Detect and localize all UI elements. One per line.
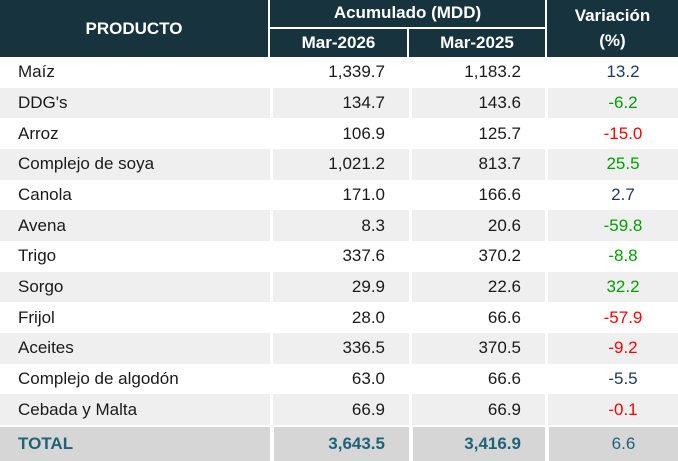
header-mar-2025: Mar-2025 [440,32,514,52]
product-name: Cebada y Malta [18,399,138,419]
header-producto: PRODUCTO [0,0,270,57]
mar-2026-value: 66.9 [270,394,409,425]
mar-2025-value: 166.6 [409,179,545,211]
variacion-value: -8.8 [545,240,678,272]
table-row: Trigo 337.6 370.2 -8.8 [0,240,678,272]
table-header: PRODUCTO Acumulado (MDD) Mar-2026 Mar-20… [0,0,678,57]
mar-2025-value: 66.9 [409,394,545,425]
mar-2025-value: 22.6 [409,271,545,303]
product-name: Aceites [18,338,74,358]
product-name: Complejo de soya [18,154,155,174]
variacion-value: 13.2 [545,57,678,88]
product-name: Maíz [18,62,55,82]
mar-2025-value: 813.7 [409,148,545,180]
product-name: Sorgo [18,276,64,296]
mar-2026-value: 8.3 [270,210,409,241]
variacion-value: -5.5 [545,363,678,395]
table-row: Frijol 28.0 66.6 -57.9 [0,302,678,333]
mar-2025-value: 143.6 [409,87,545,119]
product-name: Arroz [18,123,59,143]
variacion-value: -57.9 [545,302,678,333]
header-variacion-line1: Variación [574,5,651,25]
mar-2026-value: 134.7 [270,87,409,119]
variacion-value: -9.2 [545,332,678,364]
table-body: Maíz 1,339.7 1,183.2 13.2 DDG's 134.7 14… [0,57,678,425]
mar-2026-value: 337.6 [270,240,409,272]
table-row: Complejo de soya 1,021.2 813.7 25.5 [0,148,678,180]
variacion-value: -0.1 [545,394,678,425]
product-name: Canola [18,184,72,204]
table-row: Maíz 1,339.7 1,183.2 13.2 [0,57,678,88]
mar-2026-value: 1,021.2 [270,148,409,180]
total-row: TOTAL 3,643.5 3,416.9 6.6 [0,425,678,461]
mar-2025-value: 66.6 [409,302,545,333]
header-variacion: Variación (%) [545,0,678,57]
table-row: Aceites 336.5 370.5 -9.2 [0,332,678,364]
header-mar-2026: Mar-2026 [270,28,409,57]
product-name: Complejo de algodón [18,368,179,388]
variacion-value: 32.2 [545,271,678,303]
mar-2025-value: 1,183.2 [409,57,545,88]
mar-2025-value: 20.6 [409,210,545,241]
table-row: DDG's 134.7 143.6 -6.2 [0,87,678,119]
variacion-value: 2.7 [545,179,678,211]
mar-2025-value: 370.2 [409,240,545,272]
variacion-value: 25.5 [545,148,678,180]
table-row: Sorgo 29.9 22.6 32.2 [0,271,678,303]
total-label: TOTAL [18,434,74,453]
product-name: Trigo [18,246,57,266]
variacion-value: -6.2 [545,87,678,119]
mar-2025-value: 370.5 [409,332,545,364]
total-mar-2025-value: 3,416.9 [409,427,545,461]
mar-2026-value: 336.5 [270,332,409,364]
mar-2026-value: 1,339.7 [270,57,409,88]
mar-2026-value: 28.0 [270,302,409,333]
product-name: DDG's [18,92,68,112]
table-row: Complejo de algodón 63.0 66.6 -5.5 [0,363,678,395]
table-row: Cebada y Malta 66.9 66.9 -0.1 [0,394,678,425]
product-name: Frijol [18,307,55,327]
variacion-value: -59.8 [545,210,678,241]
mar-2026-value: 29.9 [270,271,409,303]
table-row: Arroz 106.9 125.7 -15.0 [0,118,678,149]
total-variacion-value: 6.6 [545,427,678,461]
product-name: Avena [18,215,66,235]
total-mar-2026-value: 3,643.5 [270,427,409,461]
mar-2025-value: 66.6 [409,363,545,395]
header-acumulado-mdd: Acumulado (MDD) [270,0,545,29]
header-variacion-line2: (%) [599,30,626,50]
mar-2026-value: 106.9 [270,118,409,149]
mar-2026-value: 171.0 [270,179,409,211]
table-row: Canola 171.0 166.6 2.7 [0,179,678,211]
table-row: Avena 8.3 20.6 -59.8 [0,210,678,241]
mar-2026-value: 63.0 [270,363,409,395]
variacion-value: -15.0 [545,118,678,149]
mar-2025-value: 125.7 [409,118,545,149]
